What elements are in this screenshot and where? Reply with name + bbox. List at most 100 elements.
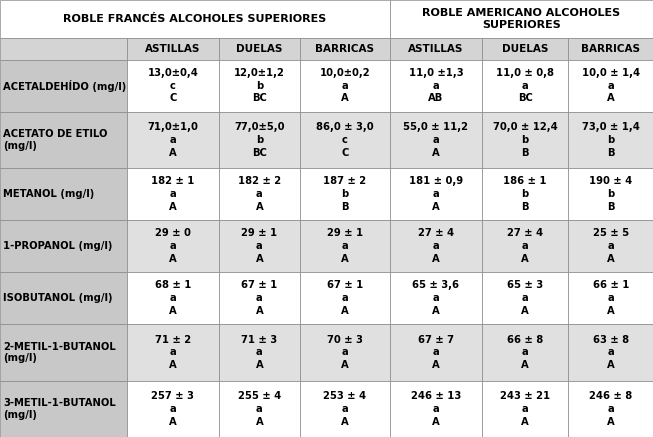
Text: 187 ± 2
b
B: 187 ± 2 b B [323, 176, 366, 212]
Text: 25 ± 5
a
A: 25 ± 5 a A [593, 229, 629, 264]
Text: 11,0 ±1,3
a
AB: 11,0 ±1,3 a AB [409, 68, 463, 104]
Bar [127, 38, 219, 59]
Bar [390, 112, 482, 168]
Text: 246 ± 13
a
A: 246 ± 13 a A [411, 391, 461, 427]
Text: 73,0 ± 1,4
b
B: 73,0 ± 1,4 b B [582, 122, 640, 158]
Text: ASTILLAS: ASTILLAS [145, 44, 200, 54]
Bar [219, 59, 300, 112]
Text: BARRICAS: BARRICAS [581, 44, 640, 54]
Bar [219, 272, 300, 324]
Text: 65 ± 3,6
a
A: 65 ± 3,6 a A [412, 281, 459, 316]
Text: 182 ± 2
a
A: 182 ± 2 a A [238, 176, 281, 212]
Text: ACETATO DE ETILO
(mg/l): ACETATO DE ETILO (mg/l) [3, 129, 108, 151]
Bar [569, 381, 653, 437]
Bar [127, 112, 219, 168]
Bar [0, 38, 127, 59]
Text: 181 ± 0,9
a
A: 181 ± 0,9 a A [409, 176, 463, 212]
Text: 71 ± 3
a
A: 71 ± 3 a A [242, 335, 278, 370]
Text: DUELAS: DUELAS [236, 44, 283, 54]
Bar [569, 324, 653, 381]
Text: 13,0±0,4
c
C: 13,0±0,4 c C [148, 68, 199, 104]
Bar [482, 220, 569, 272]
Bar [127, 59, 219, 112]
Text: ROBLE AMERICANO ALCOHOLES
SUPERIORES: ROBLE AMERICANO ALCOHOLES SUPERIORES [422, 8, 620, 30]
Bar [390, 324, 482, 381]
Text: 29 ± 0
a
A: 29 ± 0 a A [155, 229, 191, 264]
Bar [569, 112, 653, 168]
Bar [219, 168, 300, 220]
Bar [569, 272, 653, 324]
Text: 86,0 ± 3,0
c
C: 86,0 ± 3,0 c C [316, 122, 374, 158]
Text: 67 ± 1
a
A: 67 ± 1 a A [241, 281, 278, 316]
Bar [127, 220, 219, 272]
Text: 10,0±0,2
a
A: 10,0±0,2 a A [320, 68, 370, 104]
Text: 68 ± 1
a
A: 68 ± 1 a A [155, 281, 191, 316]
Bar [0, 324, 127, 381]
Text: 27 ± 4
a
A: 27 ± 4 a A [418, 229, 454, 264]
Bar [0, 381, 127, 437]
Bar [0, 112, 127, 168]
Text: 65 ± 3
a
A: 65 ± 3 a A [507, 281, 543, 316]
Bar [0, 272, 127, 324]
Text: 63 ± 8
a
A: 63 ± 8 a A [593, 335, 629, 370]
Text: 255 ± 4
a
A: 255 ± 4 a A [238, 391, 281, 427]
Text: 27 ± 4
a
A: 27 ± 4 a A [507, 229, 543, 264]
Bar [390, 220, 482, 272]
Bar [482, 272, 569, 324]
Text: 246 ± 8
a
A: 246 ± 8 a A [589, 391, 632, 427]
Bar [127, 168, 219, 220]
Text: 2-METIL-1-BUTANOL
(mg/l): 2-METIL-1-BUTANOL (mg/l) [3, 342, 116, 363]
Text: 70 ± 3
a
A: 70 ± 3 a A [327, 335, 363, 370]
Text: 257 ± 3
a
A: 257 ± 3 a A [151, 391, 194, 427]
Bar [300, 168, 390, 220]
Text: 10,0 ± 1,4
a
A: 10,0 ± 1,4 a A [582, 68, 640, 104]
Bar [300, 112, 390, 168]
Text: 71 ± 2
a
A: 71 ± 2 a A [155, 335, 191, 370]
Text: 12,0±1,2
b
BC: 12,0±1,2 b BC [234, 68, 285, 104]
Bar [127, 324, 219, 381]
Bar [390, 59, 482, 112]
Text: 66 ± 8
a
A: 66 ± 8 a A [507, 335, 543, 370]
Bar [300, 272, 390, 324]
Bar [0, 220, 127, 272]
Bar [390, 0, 653, 38]
Text: 29 ± 1
a
A: 29 ± 1 a A [242, 229, 278, 264]
Bar [482, 59, 569, 112]
Text: 3-METIL-1-BUTANOL
(mg/l): 3-METIL-1-BUTANOL (mg/l) [3, 398, 116, 420]
Bar [482, 112, 569, 168]
Text: 67 ± 7
a
A: 67 ± 7 a A [418, 335, 454, 370]
Text: 190 ± 4
b
B: 190 ± 4 b B [589, 176, 632, 212]
Bar [390, 381, 482, 437]
Bar [390, 168, 482, 220]
Bar [219, 112, 300, 168]
Bar [482, 168, 569, 220]
Text: 243 ± 21
a
A: 243 ± 21 a A [500, 391, 550, 427]
Bar [219, 220, 300, 272]
Text: 71,0±1,0
a
A: 71,0±1,0 a A [148, 122, 199, 158]
Bar [300, 324, 390, 381]
Text: ROBLE FRANCÉS ALCOHOLES SUPERIORES: ROBLE FRANCÉS ALCOHOLES SUPERIORES [63, 14, 326, 24]
Bar [127, 381, 219, 437]
Text: ASTILLAS: ASTILLAS [408, 44, 464, 54]
Bar [300, 381, 390, 437]
Text: 70,0 ± 12,4
b
B: 70,0 ± 12,4 b B [493, 122, 558, 158]
Text: 67 ± 1
a
A: 67 ± 1 a A [327, 281, 363, 316]
Text: DUELAS: DUELAS [502, 44, 549, 54]
Bar [569, 220, 653, 272]
Bar [482, 324, 569, 381]
Bar [0, 168, 127, 220]
Text: 29 ± 1
a
A: 29 ± 1 a A [327, 229, 363, 264]
Bar [219, 381, 300, 437]
Bar [482, 381, 569, 437]
Bar [569, 59, 653, 112]
Bar [569, 38, 653, 59]
Bar [482, 38, 569, 59]
Bar [219, 324, 300, 381]
Text: 1-PROPANOL (mg/l): 1-PROPANOL (mg/l) [3, 241, 112, 251]
Text: 77,0±5,0
b
BC: 77,0±5,0 b BC [234, 122, 285, 158]
Bar [219, 38, 300, 59]
Text: 253 ± 4
a
A: 253 ± 4 a A [323, 391, 366, 427]
Text: ACETALDEHÍDO (mg/l): ACETALDEHÍDO (mg/l) [3, 80, 126, 92]
Bar [0, 0, 390, 38]
Bar [569, 168, 653, 220]
